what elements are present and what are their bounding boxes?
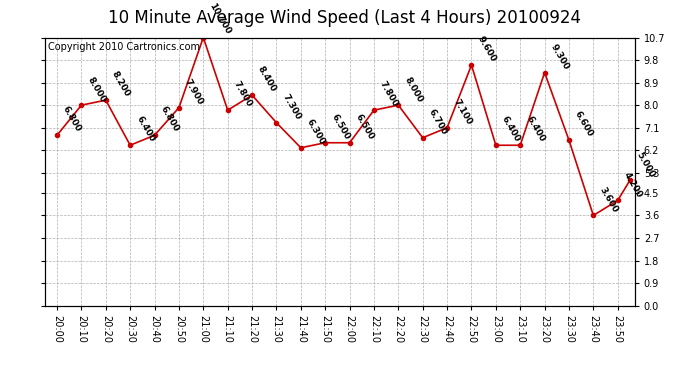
Text: 6.700: 6.700 [427,107,449,136]
Text: 8.000: 8.000 [402,75,424,104]
Text: 3.600: 3.600 [598,185,620,214]
Text: 6.500: 6.500 [329,112,351,141]
Text: 6.400: 6.400 [135,115,156,144]
Text: 6.400: 6.400 [524,115,546,144]
Text: 10 Minute Average Wind Speed (Last 4 Hours) 20100924: 10 Minute Average Wind Speed (Last 4 Hou… [108,9,582,27]
Text: 6.300: 6.300 [305,117,327,146]
Text: 6.500: 6.500 [354,112,375,141]
Text: 7.800: 7.800 [378,80,400,109]
Text: 9.600: 9.600 [475,35,497,64]
Text: 10.700: 10.700 [208,2,233,36]
Text: 7.300: 7.300 [281,92,302,121]
Text: 8.000: 8.000 [86,75,108,104]
Text: 5.000: 5.000 [634,150,656,179]
Text: 8.400: 8.400 [256,65,278,94]
Text: 7.800: 7.800 [232,80,254,109]
Text: 7.900: 7.900 [183,77,205,106]
Text: 8.200: 8.200 [110,70,132,99]
Text: 6.800: 6.800 [159,105,181,134]
Text: 6.400: 6.400 [500,115,522,144]
Text: 4.200: 4.200 [622,170,644,199]
Text: 9.300: 9.300 [549,42,571,71]
Text: 7.100: 7.100 [451,98,473,126]
Text: 6.800: 6.800 [61,105,83,134]
Text: 6.600: 6.600 [573,110,595,139]
Text: Copyright 2010 Cartronics.com: Copyright 2010 Cartronics.com [48,42,200,51]
